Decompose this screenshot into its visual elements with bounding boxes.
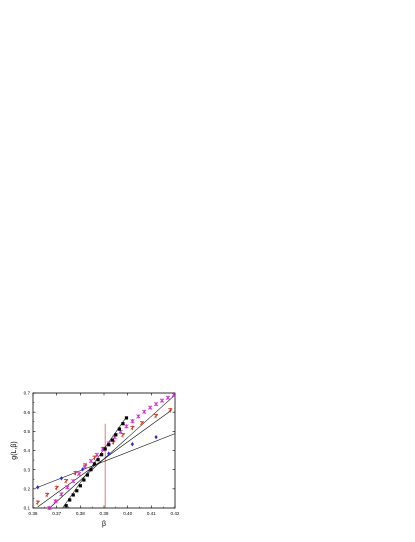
data-point (54, 485, 59, 491)
data-point (114, 433, 118, 437)
data-point (159, 398, 165, 403)
x-axis-title: β (102, 521, 106, 528)
data-point (124, 424, 129, 429)
data-point (68, 498, 72, 502)
y-tick-label: 0.5 (24, 429, 31, 434)
data-point (165, 395, 171, 400)
y-tick-label: 0.2 (24, 486, 31, 491)
x-tick-label: 0.38 (76, 511, 85, 516)
x-tick-label: 0.41 (147, 511, 156, 516)
data-point (120, 432, 125, 438)
data-point (94, 452, 100, 457)
y-tick-label: 0.6 (24, 410, 31, 415)
y-tick-label: 0.1 (24, 506, 31, 511)
data-point (154, 413, 159, 419)
data-point (130, 441, 134, 447)
data-point (130, 425, 135, 431)
data-point (96, 458, 100, 462)
data-point (136, 414, 141, 419)
data-point (53, 499, 58, 504)
fit-line (35, 433, 176, 489)
data-point (107, 443, 111, 447)
data-point (154, 434, 158, 440)
data-point (73, 470, 78, 476)
data-point (36, 485, 40, 490)
data-point (45, 492, 50, 498)
data-point (85, 473, 90, 477)
data-point (59, 476, 63, 481)
data-point (64, 504, 68, 508)
data-point (71, 479, 76, 484)
data-point (71, 493, 75, 497)
data-point (153, 401, 159, 407)
data-point (103, 447, 107, 451)
data-point (124, 416, 129, 420)
x-tick-label: 0.36 (29, 511, 38, 516)
data-point (92, 462, 97, 466)
data-point (117, 427, 121, 431)
y-axis-title: g(L,β) (11, 441, 18, 459)
x-tick-label: 0.42 (171, 511, 180, 516)
data-point (77, 471, 82, 477)
data-point (89, 468, 93, 472)
fit-line (49, 394, 176, 509)
data-point (130, 419, 135, 424)
data-point (88, 458, 94, 464)
data-point (82, 464, 88, 469)
data-point (47, 505, 52, 511)
x-tick-label: 0.40 (123, 511, 132, 516)
y-tick-label: 0.7 (24, 391, 31, 396)
data-point (75, 489, 79, 493)
y-tick-label: 0.3 (24, 467, 31, 472)
x-tick-label: 0.39 (100, 511, 109, 516)
data-point (100, 453, 104, 457)
data-point (35, 500, 40, 505)
y-tick-label: 0.4 (24, 448, 31, 453)
data-point (121, 422, 125, 426)
data-point (65, 485, 70, 490)
data-point (110, 438, 114, 442)
data-point (59, 492, 64, 497)
data-point (171, 392, 176, 398)
data-point (168, 408, 173, 413)
data-point (139, 421, 144, 426)
data-point (78, 484, 82, 488)
data-point (142, 409, 147, 414)
data-point (82, 478, 86, 482)
data-point (107, 451, 111, 456)
data-point (148, 405, 153, 410)
data-point (64, 478, 69, 484)
x-tick-label: 0.37 (52, 511, 61, 516)
